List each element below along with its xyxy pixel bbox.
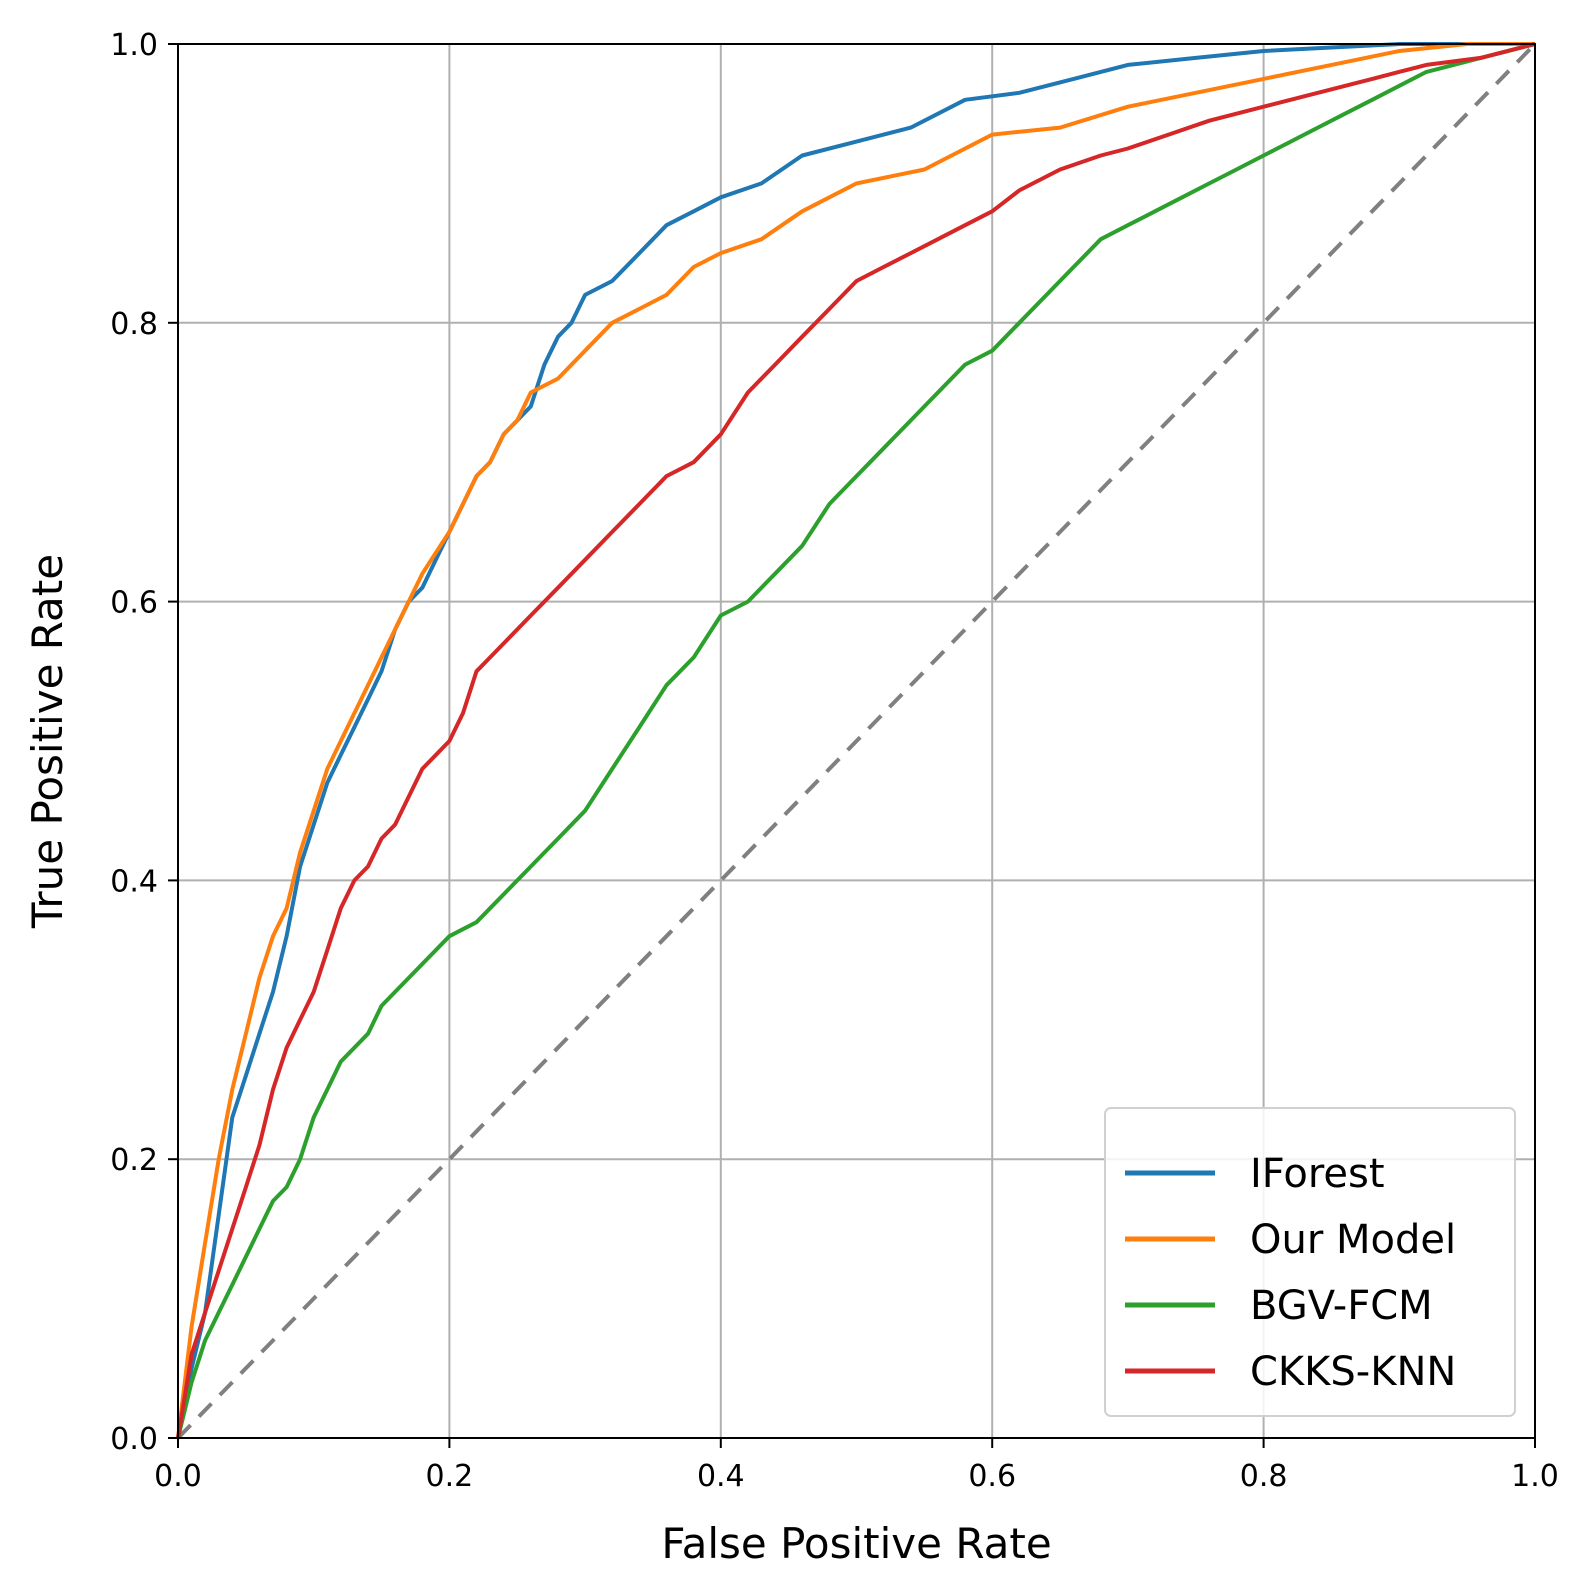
y-tick-label-1: 0.2 — [110, 1143, 158, 1178]
y-tick-label-5: 1.0 — [110, 28, 158, 63]
x-tick-label-4: 0.8 — [1240, 1459, 1288, 1494]
reference-diagonal-line — [176, 42, 1537, 1440]
y-tick-label-0: 0.0 — [110, 1422, 158, 1457]
series-line-our-model — [176, 42, 1535, 1439]
y-tick-label-4: 0.8 — [110, 307, 158, 342]
y-tick-label-3: 0.6 — [110, 586, 158, 621]
x-tick-label-3: 0.6 — [968, 1459, 1016, 1494]
x-tick-label-5: 1.0 — [1511, 1459, 1559, 1494]
plot-frame — [177, 43, 1536, 1439]
series-group — [176, 42, 1536, 1439]
legend: IForest Our Model BGV-FCM CKKS-KNN — [1104, 1107, 1516, 1417]
legend-box — [1104, 1107, 1516, 1417]
x-tick-label-1: 0.2 — [426, 1459, 474, 1494]
y-axis-label: True Positive Rate — [23, 554, 72, 929]
series-line-ckks-knn — [176, 42, 1536, 1439]
series-line-bgv-fcm — [176, 42, 1536, 1439]
x-tick-label-0: 0.0 — [154, 1459, 202, 1494]
x-axis-label: False Positive Rate — [661, 1519, 1051, 1568]
legend-label-our-model: Our Model — [1250, 1217, 1456, 1263]
legend-label-bgv-fcm: BGV-FCM — [1250, 1283, 1433, 1329]
legend-label-ckks-knn: CKKS-KNN — [1250, 1349, 1456, 1395]
y-tick-label-2: 0.4 — [110, 864, 158, 899]
x-tick-label-2: 0.4 — [697, 1459, 745, 1494]
legend-label-iforest: IForest — [1250, 1151, 1385, 1197]
reference-line-group — [176, 42, 1537, 1440]
ticks: 0.0 0.2 0.4 0.6 0.8 1.0 0.0 0.2 0.4 0.6 0.8 1.0 — [110, 28, 1559, 1494]
